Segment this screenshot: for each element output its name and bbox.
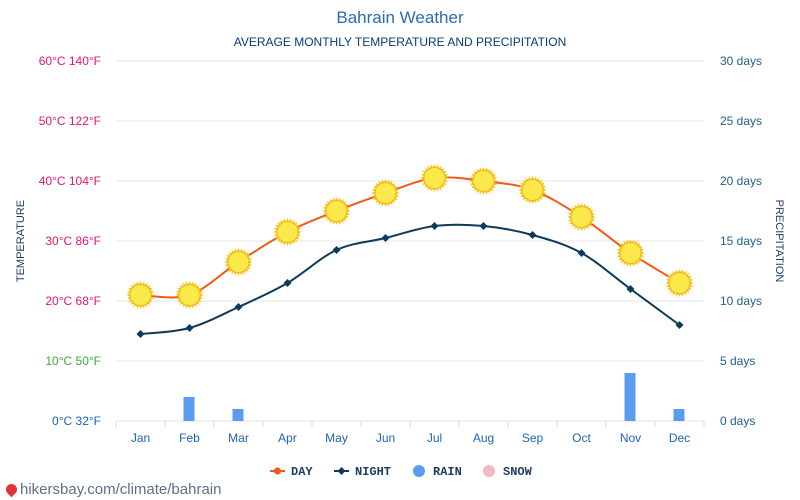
sun-disc <box>619 242 642 264</box>
x-tick-label: Aug <box>473 431 494 445</box>
y-left-tick-label: 20°C 68°F <box>45 294 101 308</box>
night-marker <box>234 303 243 311</box>
rain-bar <box>183 397 195 421</box>
sun-disc <box>521 179 544 201</box>
x-tick-label: Nov <box>620 431 641 445</box>
y-axis-left-ticks: 60°C 140°F 50°C 122°F 40°C 104°F 30°C 86°F 2… <box>39 54 101 428</box>
night-temperature-line <box>140 223 681 335</box>
y-axis-left-title: TEMPERATURE <box>15 200 27 282</box>
sun-icon <box>322 197 351 225</box>
legend-label: NIGHT <box>355 465 391 479</box>
night-marker <box>577 249 586 257</box>
sun-icon <box>469 167 498 195</box>
y-right-tick-label: 20 days <box>720 174 762 188</box>
y-left-tick-label: 10°C 50°F <box>45 354 101 368</box>
night-marker <box>626 285 635 293</box>
legend-marker <box>337 467 346 475</box>
chart-title: Bahrain Weather <box>336 8 464 27</box>
x-tick-label: Jun <box>376 431 395 445</box>
sun-icon <box>665 269 694 297</box>
night-marker <box>185 324 194 332</box>
sun-icon <box>616 239 645 267</box>
sun-disc <box>570 206 593 228</box>
sun-disc <box>325 200 348 222</box>
sun-icon <box>175 281 204 309</box>
sun-icon <box>273 218 302 246</box>
legend-item-night: NIGHT <box>334 465 391 479</box>
legend-label: SNOW <box>503 465 533 479</box>
y-axis-right-ticks: 30 days 25 days 20 days 15 days 10 days 5 day… <box>720 54 762 428</box>
location-pin-icon <box>3 481 20 498</box>
y-left-tick-label: 50°C 122°F <box>39 114 101 128</box>
x-tick-label: Jan <box>131 431 150 445</box>
legend-swatch <box>483 465 495 477</box>
rain-bar <box>232 409 244 421</box>
y-right-tick-label: 10 days <box>720 294 762 308</box>
x-tick-label: Oct <box>572 431 591 445</box>
sun-disc <box>276 221 299 243</box>
legend-label: RAIN <box>433 465 462 479</box>
legend-marker <box>274 467 281 475</box>
sun-icon <box>224 248 253 276</box>
sun-disc <box>472 170 495 192</box>
y-right-tick-label: 5 days <box>720 354 755 368</box>
chart-subtitle: AVERAGE MONTHLY TEMPERATURE AND PRECIPIT… <box>234 35 567 49</box>
x-tick-label: May <box>325 431 348 445</box>
night-marker <box>528 231 537 239</box>
temperature-markers <box>126 164 694 338</box>
night-marker <box>283 279 292 287</box>
legend: DAY NIGHT RAIN SNOW <box>270 465 533 479</box>
sun-disc <box>178 284 201 306</box>
day-temperature-line <box>140 176 681 299</box>
source-link-text: hikersbay.com/climate/bahrain <box>20 481 222 498</box>
precipitation-bars <box>183 373 685 421</box>
sun-icon <box>126 281 155 309</box>
sun-disc <box>227 251 250 273</box>
sun-icon <box>567 203 596 231</box>
y-left-tick-label: 0°C 32°F <box>52 414 101 428</box>
x-tick-label: Jul <box>427 431 442 445</box>
legend-label: DAY <box>291 465 313 479</box>
night-marker <box>381 234 390 242</box>
night-marker <box>675 321 684 329</box>
sun-disc <box>423 167 446 189</box>
y-right-tick-label: 25 days <box>720 114 762 128</box>
night-marker <box>332 246 341 254</box>
source-link[interactable]: hikersbay.com/climate/bahrain <box>3 481 222 498</box>
y-left-tick-label: 60°C 140°F <box>39 54 101 68</box>
y-left-tick-label: 30°C 86°F <box>45 234 101 248</box>
legend-item-day: DAY <box>270 465 313 479</box>
temperature-lines <box>140 176 681 335</box>
y-right-tick-label: 30 days <box>720 54 762 68</box>
sun-disc <box>374 182 397 204</box>
rain-bar <box>624 373 636 421</box>
grid-lines <box>115 60 705 427</box>
y-right-tick-label: 0 days <box>720 414 755 428</box>
x-axis-ticks: Jan Feb Mar Apr May Jun Jul Aug Sep Oct Nov Dec <box>131 431 690 445</box>
sun-icon <box>371 179 400 207</box>
night-marker <box>430 222 439 230</box>
y-right-tick-label: 15 days <box>720 234 762 248</box>
x-tick-label: Dec <box>669 431 690 445</box>
y-left-tick-label: 40°C 104°F <box>39 174 101 188</box>
y-axis-right-title: PRECIPITATION <box>773 200 785 283</box>
legend-item-rain: RAIN <box>413 465 462 479</box>
legend-swatch <box>413 465 425 477</box>
x-tick-label: Apr <box>278 431 297 445</box>
night-marker <box>136 330 145 338</box>
sun-icon <box>420 164 449 192</box>
night-marker <box>479 222 488 230</box>
legend-item-snow: SNOW <box>483 465 533 479</box>
x-tick-label: Sep <box>522 431 544 445</box>
sun-disc <box>129 284 152 306</box>
x-tick-label: Mar <box>228 431 249 445</box>
x-tick-label: Feb <box>179 431 200 445</box>
rain-bar <box>673 409 685 421</box>
sun-icon <box>518 176 547 204</box>
sun-disc <box>668 272 691 294</box>
